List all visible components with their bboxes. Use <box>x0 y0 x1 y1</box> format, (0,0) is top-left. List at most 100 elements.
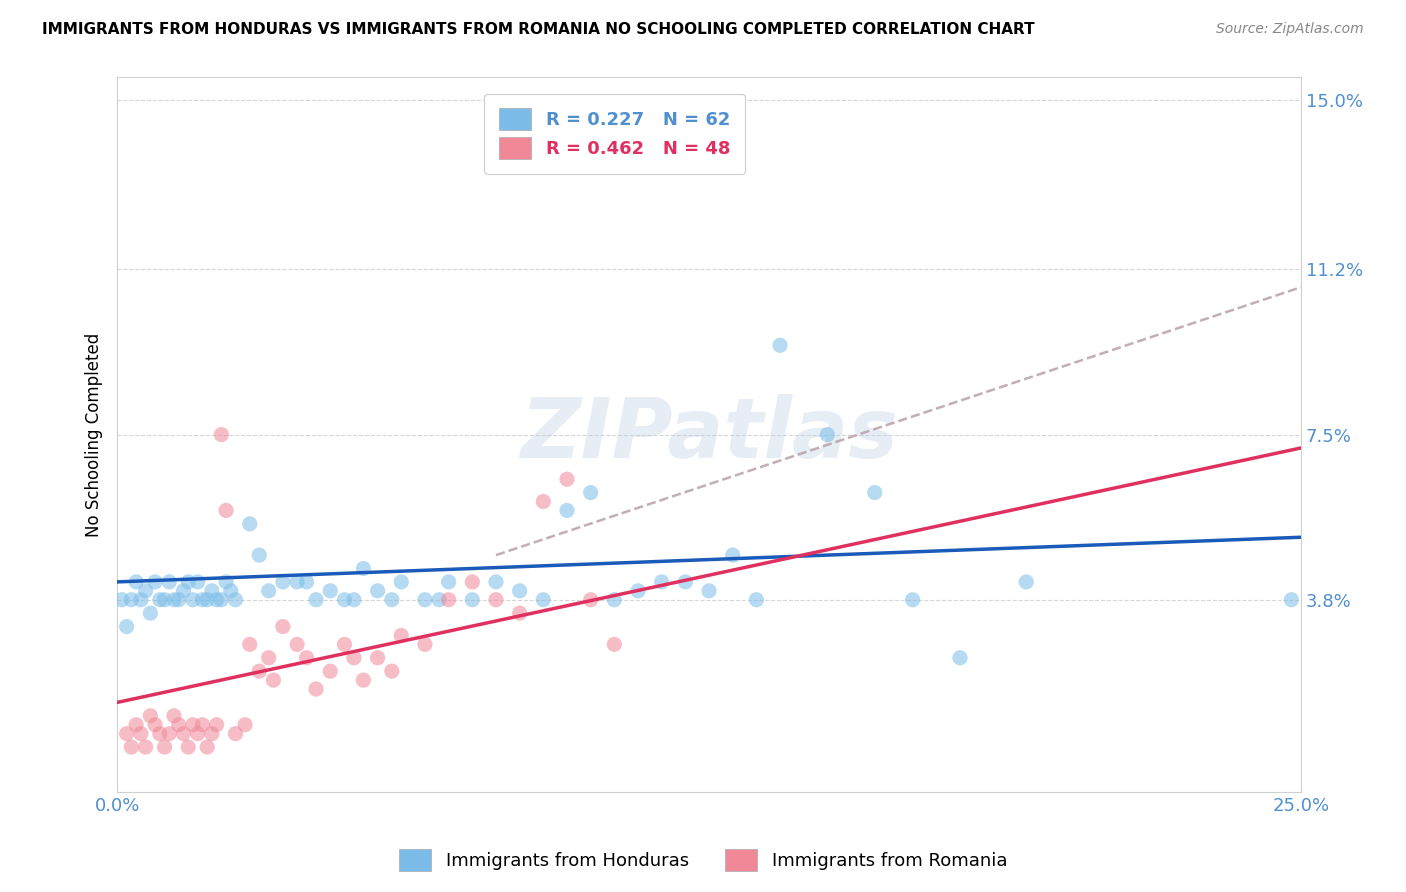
Point <box>437 592 460 607</box>
Point <box>149 726 172 740</box>
Point <box>215 574 238 589</box>
Point <box>157 726 180 740</box>
Point <box>949 650 972 665</box>
Point <box>1015 574 1038 589</box>
Point <box>163 708 186 723</box>
Point <box>367 650 389 665</box>
Point <box>209 592 232 607</box>
Point <box>413 637 436 651</box>
Legend: Immigrants from Honduras, Immigrants from Romania: Immigrants from Honduras, Immigrants fro… <box>391 842 1015 879</box>
Point <box>627 583 650 598</box>
Point <box>215 503 238 517</box>
Point <box>389 628 412 642</box>
Point <box>271 619 294 633</box>
Point <box>745 592 768 607</box>
Point <box>139 606 162 620</box>
Point <box>555 503 578 517</box>
Point <box>721 548 744 562</box>
Point <box>163 592 186 607</box>
Point <box>305 592 328 607</box>
Point <box>333 637 356 651</box>
Point <box>262 673 284 687</box>
Point <box>191 717 214 731</box>
Point <box>381 664 404 678</box>
Point <box>461 592 484 607</box>
Point <box>295 650 318 665</box>
Point <box>120 740 142 755</box>
Text: Source: ZipAtlas.com: Source: ZipAtlas.com <box>1216 22 1364 37</box>
Point <box>201 726 224 740</box>
Point <box>651 574 673 589</box>
Point <box>205 717 228 731</box>
Point <box>333 592 356 607</box>
Point <box>461 574 484 589</box>
Point <box>257 583 280 598</box>
Point <box>389 574 412 589</box>
Point <box>531 592 554 607</box>
Point <box>863 485 886 500</box>
Point <box>209 427 232 442</box>
Legend: R = 0.227   N = 62, R = 0.462   N = 48: R = 0.227 N = 62, R = 0.462 N = 48 <box>484 94 745 174</box>
Point <box>187 726 209 740</box>
Point <box>135 583 157 598</box>
Point <box>239 516 262 531</box>
Point <box>195 592 218 607</box>
Point <box>129 592 152 607</box>
Point <box>305 681 328 696</box>
Point <box>167 592 190 607</box>
Point <box>187 574 209 589</box>
Point <box>485 592 508 607</box>
Point <box>111 592 134 607</box>
Point <box>485 574 508 589</box>
Text: ZIPatlas: ZIPatlas <box>520 394 898 475</box>
Point <box>153 592 176 607</box>
Point <box>129 726 152 740</box>
Point <box>139 708 162 723</box>
Point <box>125 574 148 589</box>
Point <box>352 561 374 575</box>
Point <box>181 592 204 607</box>
Point <box>413 592 436 607</box>
Point <box>531 494 554 508</box>
Point <box>125 717 148 731</box>
Point <box>153 740 176 755</box>
Point <box>285 637 308 651</box>
Point <box>172 726 194 740</box>
Point <box>257 650 280 665</box>
Text: IMMIGRANTS FROM HONDURAS VS IMMIGRANTS FROM ROMANIA NO SCHOOLING COMPLETED CORRE: IMMIGRANTS FROM HONDURAS VS IMMIGRANTS F… <box>42 22 1035 37</box>
Point <box>247 664 270 678</box>
Point <box>191 592 214 607</box>
Point <box>319 583 342 598</box>
Point <box>343 592 366 607</box>
Point <box>673 574 696 589</box>
Point <box>579 485 602 500</box>
Point <box>603 637 626 651</box>
Point <box>177 740 200 755</box>
Point <box>149 592 172 607</box>
Point <box>901 592 924 607</box>
Point <box>167 717 190 731</box>
Point <box>697 583 720 598</box>
Point <box>225 726 247 740</box>
Point <box>579 592 602 607</box>
Point <box>603 592 626 607</box>
Point <box>427 592 450 607</box>
Point <box>295 574 318 589</box>
Point <box>437 574 460 589</box>
Point <box>205 592 228 607</box>
Point <box>271 574 294 589</box>
Point <box>343 650 366 665</box>
Point <box>509 606 531 620</box>
Point <box>1281 592 1303 607</box>
Point <box>219 583 242 598</box>
Point <box>352 673 374 687</box>
Point <box>509 583 531 598</box>
Point <box>319 664 342 678</box>
Point <box>181 717 204 731</box>
Point <box>201 583 224 598</box>
Point <box>143 574 166 589</box>
Point <box>815 427 838 442</box>
Point <box>135 740 157 755</box>
Point <box>157 574 180 589</box>
Point <box>233 717 256 731</box>
